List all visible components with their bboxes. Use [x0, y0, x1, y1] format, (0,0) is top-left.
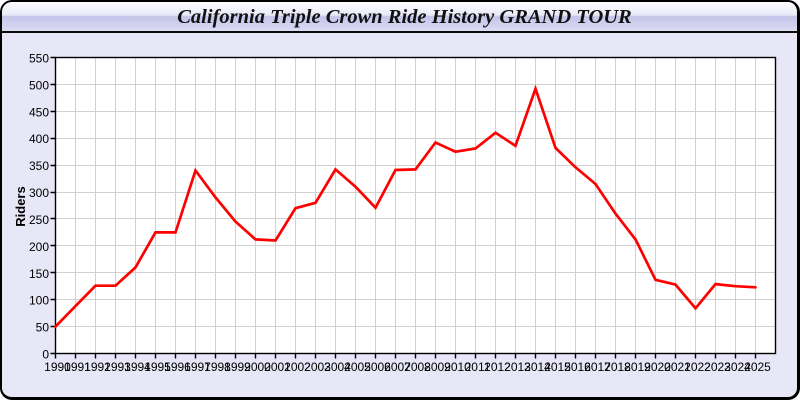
- svg-text:350: 350: [29, 159, 49, 173]
- svg-text:2020: 2020: [644, 360, 671, 374]
- svg-text:0: 0: [42, 348, 49, 362]
- svg-text:1993: 1993: [104, 360, 131, 374]
- svg-text:2015: 2015: [544, 360, 571, 374]
- svg-text:1999: 1999: [224, 360, 251, 374]
- svg-text:100: 100: [29, 294, 49, 308]
- svg-text:150: 150: [29, 267, 49, 281]
- svg-text:2011: 2011: [465, 360, 491, 374]
- svg-text:450: 450: [29, 105, 49, 119]
- svg-text:1995: 1995: [144, 360, 171, 374]
- svg-text:200: 200: [29, 240, 49, 254]
- svg-text:2023: 2023: [704, 360, 731, 374]
- svg-text:2012: 2012: [484, 360, 511, 374]
- svg-text:2000: 2000: [244, 360, 271, 374]
- svg-text:2014: 2014: [524, 360, 551, 374]
- svg-text:2021: 2021: [664, 360, 691, 374]
- svg-text:1991: 1991: [64, 360, 91, 374]
- svg-text:2007: 2007: [384, 360, 411, 374]
- svg-text:1992: 1992: [84, 360, 111, 374]
- svg-text:2001: 2001: [264, 360, 291, 374]
- svg-text:500: 500: [29, 78, 49, 92]
- svg-text:550: 550: [29, 52, 49, 66]
- svg-text:2005: 2005: [344, 360, 371, 374]
- svg-text:1990: 1990: [44, 360, 71, 374]
- svg-text:2008: 2008: [404, 360, 431, 374]
- svg-text:2025: 2025: [744, 360, 771, 374]
- svg-text:2003: 2003: [304, 360, 331, 374]
- svg-text:Riders: Riders: [13, 186, 28, 226]
- svg-text:50: 50: [36, 321, 50, 335]
- svg-text:2006: 2006: [364, 360, 391, 374]
- svg-text:1996: 1996: [164, 360, 191, 374]
- svg-text:2004: 2004: [324, 360, 351, 374]
- svg-text:2016: 2016: [564, 360, 591, 374]
- svg-text:2010: 2010: [444, 360, 471, 374]
- svg-text:250: 250: [29, 213, 49, 227]
- svg-text:2018: 2018: [604, 360, 631, 374]
- svg-text:1998: 1998: [204, 360, 231, 374]
- svg-text:2024: 2024: [724, 360, 751, 374]
- svg-text:300: 300: [29, 186, 49, 200]
- svg-text:2002: 2002: [284, 360, 311, 374]
- svg-text:2017: 2017: [584, 360, 611, 374]
- svg-text:2013: 2013: [504, 360, 531, 374]
- svg-text:1994: 1994: [124, 360, 151, 374]
- svg-text:2019: 2019: [624, 360, 651, 374]
- svg-text:2009: 2009: [424, 360, 451, 374]
- svg-text:1997: 1997: [184, 360, 211, 374]
- svg-text:400: 400: [29, 132, 49, 146]
- svg-text:2022: 2022: [684, 360, 711, 374]
